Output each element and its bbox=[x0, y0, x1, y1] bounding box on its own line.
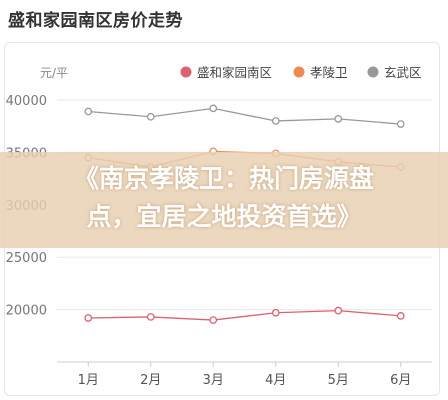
data-point bbox=[271, 117, 280, 125]
y-axis-unit: 元/平 bbox=[40, 66, 68, 80]
x-tick-label: 1月 bbox=[78, 373, 99, 388]
x-tick-label: 2月 bbox=[140, 373, 161, 388]
legend-marker-2 bbox=[367, 66, 379, 78]
x-tick-label: 5月 bbox=[328, 373, 349, 388]
headline-banner bbox=[0, 152, 448, 248]
data-point bbox=[209, 316, 218, 324]
x-tick-label: 3月 bbox=[203, 373, 224, 388]
legend-marker-1 bbox=[293, 66, 305, 78]
y-tick-label: 20000 bbox=[6, 304, 47, 319]
headline-line-1: 《南京孝陵卫：热门房源盘 bbox=[73, 164, 374, 193]
legend-label-1: 孝陵卫 bbox=[310, 65, 348, 80]
data-point bbox=[209, 104, 218, 113]
data-point bbox=[84, 107, 93, 116]
data-point bbox=[396, 312, 405, 320]
x-tick-label: 6月 bbox=[390, 373, 411, 388]
data-point bbox=[146, 313, 155, 321]
series-line-0 bbox=[88, 309, 401, 321]
data-point bbox=[334, 306, 343, 315]
data-point bbox=[146, 112, 155, 121]
data-point bbox=[84, 314, 93, 322]
y-tick-label: 25000 bbox=[6, 251, 47, 266]
data-point bbox=[396, 120, 405, 128]
legend-marker-0 bbox=[180, 66, 192, 78]
x-tick-label: 4月 bbox=[265, 373, 286, 388]
y-tick-label: 40000 bbox=[6, 94, 47, 109]
legend-label-0: 盛和家园南区 bbox=[197, 65, 272, 80]
series-line-2 bbox=[88, 107, 401, 125]
page-title: 盛和家园南区房价走势 bbox=[8, 11, 183, 31]
headline-line-2: 点，宜居之地投资首选》 bbox=[86, 202, 362, 231]
headline-text: 《南京孝陵卫：热门房源盘 点，宜居之地投资首选》 bbox=[0, 160, 448, 236]
legend-label-2: 玄武区 bbox=[384, 65, 422, 80]
data-point bbox=[271, 308, 280, 317]
data-point bbox=[334, 115, 343, 123]
